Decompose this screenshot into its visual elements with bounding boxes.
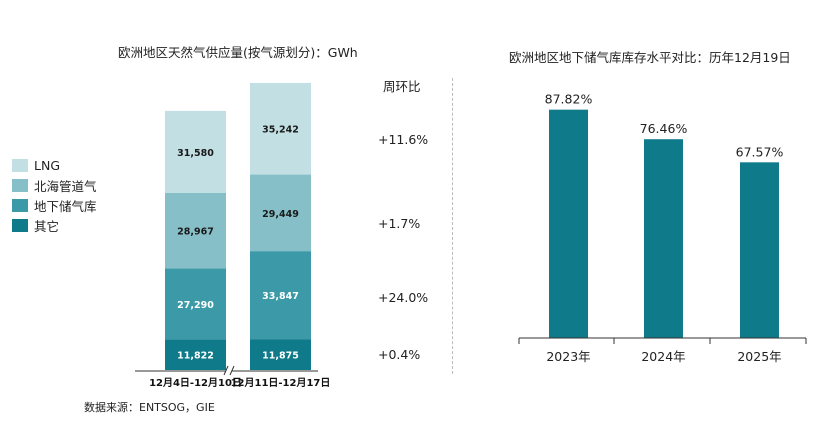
stack-segment-1-0 [250, 339, 311, 370]
stack-label-1-1: 33,847 [262, 291, 299, 302]
legend-swatch-other [12, 218, 28, 232]
bar-2 [740, 162, 779, 338]
stack-label-1-3: 35,242 [262, 125, 299, 136]
legend-label-north-sea: 北海管道气 [34, 178, 97, 194]
bar-1 [644, 139, 683, 338]
stack-segment-0-2 [165, 192, 226, 269]
stack-label-0-2: 28,967 [177, 227, 214, 238]
legend-swatch-lng [12, 158, 28, 172]
data-source: 数据来源：ENTSOG，GIE [84, 401, 215, 414]
x-tick-label-right-2: 2025年 [737, 349, 781, 364]
bar-0 [549, 109, 588, 338]
stack-label-1-2: 29,449 [262, 209, 299, 220]
right-chart-title: 欧洲地区地下储气库库存水平对比：历年12月19日 [509, 50, 791, 65]
legend-label-storage: 地下储气库 [34, 198, 97, 214]
legend-item-north-sea: 北海管道气 [12, 175, 97, 195]
axis-break-mark-1 [223, 365, 229, 376]
left-chart-title: 欧洲地区天然气供应量(按气源划分)：GWh [118, 45, 358, 60]
chart-divider [452, 78, 453, 374]
stack-label-1-0: 11,875 [262, 351, 299, 362]
stack-segment-1-3 [250, 82, 311, 175]
x-tick-label-1: 12月11日-12月17日 [231, 377, 331, 389]
wow-header: 周环比 [383, 79, 421, 94]
legend-swatch-storage [12, 198, 28, 212]
stack-label-0-3: 31,580 [177, 148, 214, 159]
legend-item-storage: 地下储气库 [12, 195, 97, 215]
stack-segment-0-0 [165, 339, 226, 370]
legend-item-lng: LNG [12, 155, 97, 175]
legend-label-other: 其它 [34, 218, 60, 234]
bar-label-0: 87.82% [545, 92, 593, 107]
stack-segment-0-3 [165, 110, 226, 193]
legend-swatch-north-sea [12, 178, 28, 192]
stack-label-0-0: 11,822 [177, 351, 214, 362]
legend-item-other: 其它 [12, 215, 97, 235]
bar-label-2: 67.57% [736, 144, 784, 159]
x-tick-label-right-1: 2024年 [641, 349, 685, 364]
x-tick-label-right-0: 2023年 [546, 349, 590, 364]
wow-change-storage: +24.0% [378, 290, 429, 305]
stack-segment-1-1 [250, 251, 311, 340]
legend-label-lng: LNG [34, 157, 61, 173]
bar-label-1: 76.46% [640, 121, 688, 136]
wow-change-north-sea: +1.7% [378, 216, 421, 231]
stack-label-0-1: 27,290 [177, 300, 214, 311]
wow-change-other: +0.4% [378, 347, 421, 362]
axis-break-mark-2 [229, 365, 235, 376]
legend: LNG 北海管道气 地下储气库 其它 [12, 155, 97, 235]
wow-change-lng: +11.6% [378, 132, 429, 147]
stack-segment-1-2 [250, 174, 311, 252]
x-tick-label-0: 12月4日-12月10日 [149, 377, 242, 389]
stack-segment-0-1 [165, 268, 226, 340]
